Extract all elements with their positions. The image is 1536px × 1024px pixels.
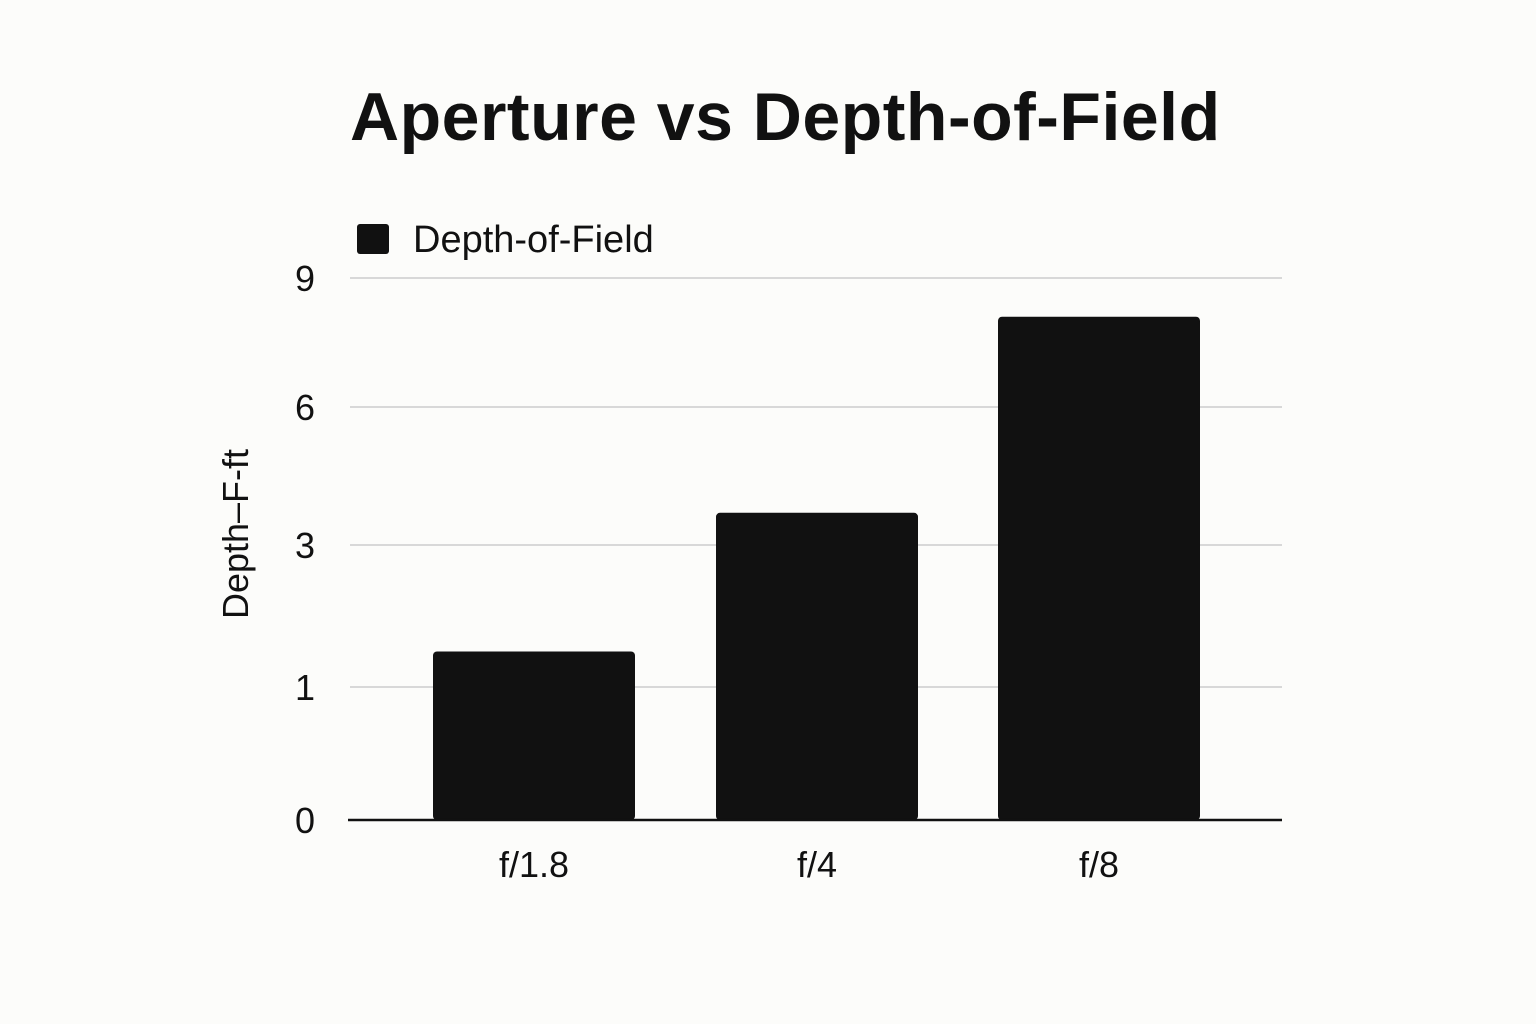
bar-f-8 — [998, 316, 1200, 820]
y-tick-label: 3 — [295, 525, 315, 566]
x-tick-label: f/8 — [1079, 844, 1119, 885]
bars — [433, 316, 1200, 820]
x-tick-labels: f/1.8 f/4 f/8 — [499, 844, 1119, 885]
y-axis-title: Depth–F-ft — [215, 449, 256, 619]
y-tick-label: 6 — [295, 387, 315, 428]
chart-title: Aperture vs Depth-of-Field — [350, 79, 1221, 155]
bar-f-1-8 — [433, 651, 635, 820]
legend: Depth-of-Field — [357, 219, 654, 261]
bar-f-4 — [716, 512, 918, 820]
x-tick-label: f/4 — [797, 844, 837, 885]
x-tick-label: f/1.8 — [499, 844, 569, 885]
y-tick-label: 1 — [295, 667, 315, 708]
y-tick-label: 0 — [295, 800, 315, 841]
y-tick-labels: 0 1 3 6 9 — [295, 258, 315, 841]
y-tick-label: 9 — [295, 258, 315, 299]
legend-label: Depth-of-Field — [413, 219, 654, 261]
legend-swatch — [357, 224, 389, 254]
